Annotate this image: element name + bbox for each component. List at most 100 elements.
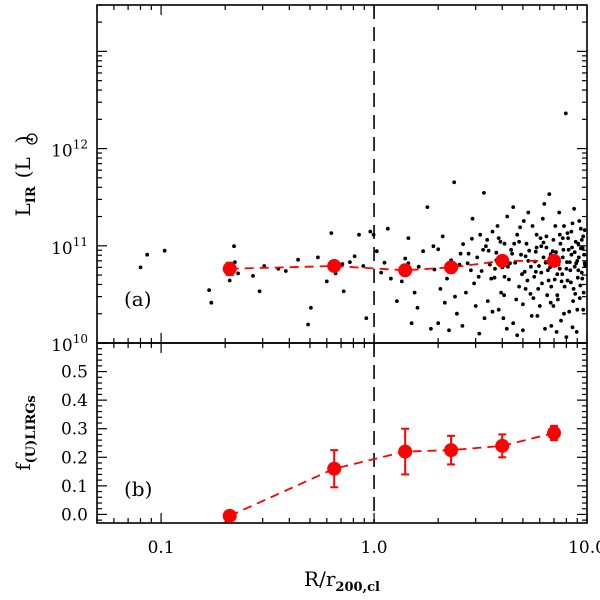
scatter-point [470,236,474,241]
scatter-point [556,297,560,302]
scatter-point [579,238,584,242]
scatter-point [296,257,300,262]
ylabel-b-main: f [11,462,35,471]
scatter-point [501,316,506,321]
panel-b-ylabel: f(U)LIRGs [11,395,39,471]
ylabel-unit-open: (L [11,157,35,178]
scatter-point [502,241,507,246]
scatter-point [481,247,485,252]
scatter-point [568,268,573,273]
scatter-point [540,216,545,221]
scatter-point [575,259,580,263]
scatter-point [549,284,554,289]
scatter-point [512,241,517,246]
scatter-point [482,316,487,321]
binned-point [398,263,413,278]
scatter-point [514,297,519,302]
scatter-point [490,309,495,314]
scatter-point [519,252,523,257]
scatter-point [569,252,574,257]
scatter-point [539,244,544,249]
scatter-point [436,321,441,326]
scatter-point [505,214,510,219]
scatter-point [511,205,516,210]
scatter-point [521,302,525,307]
scatter-point [472,281,476,286]
scatter-point [540,281,544,286]
scatter-point [564,266,569,271]
panel-b-ytick-labels: 0.0 0.1 0.2 0.3 0.4 0.5 [61,363,88,526]
binned-line [229,260,554,272]
scatter-point [283,269,288,273]
scatter-point [357,232,361,237]
scatter-point [440,234,445,239]
scatter-point [361,264,366,268]
fraction-group [222,424,562,523]
scatter-point [518,225,522,230]
scatter-point [567,260,572,264]
scatter-point [227,278,232,283]
scatter-point [495,224,500,228]
panel-b-label: (b) [124,477,152,501]
scatter-point [455,311,459,316]
scatter-point [527,248,532,253]
fraction-point [222,508,237,523]
scatter-point [469,268,473,273]
scatter-point [438,287,443,291]
panel-a-label: (a) [124,287,152,311]
panel-a-ytick-label: 1012 [51,138,88,162]
scatter-point [531,296,536,300]
scatter-point [493,266,497,271]
scatter-point [340,262,345,266]
scatter-point [574,330,579,334]
xlabel: R/r200,cl [304,567,380,595]
scatter-point [581,290,586,295]
scatter-point [541,255,546,260]
scatter-point [316,255,320,260]
scatter-point [550,249,555,254]
scatter-point [553,224,558,228]
scatter-layer [138,111,587,339]
scatter-point [577,219,582,223]
scatter-point [562,311,566,316]
scatter-point [583,263,587,268]
scatter-point [552,277,557,282]
panel-a-ylabel: LIR (L) [11,133,39,217]
scatter-point [525,278,530,283]
scatter-point [551,304,556,308]
scatter-point [557,266,562,271]
scatter-point [452,180,457,185]
scatter-point [537,264,541,268]
panel-b-ytick-label: 0.2 [61,448,88,468]
scatter-point [555,293,560,298]
xlabel-main: R/r [304,567,336,591]
xlabel-sub: 200,cl [335,580,380,595]
scatter-point [207,288,212,292]
scatter-point [533,249,538,254]
scatter-point [547,192,552,197]
scatter-point [569,280,573,285]
scatter-point [581,234,586,239]
panel-b-ytick-label: 0.0 [61,505,88,525]
scatter-point [504,326,509,331]
ylabel-main: L [11,203,35,216]
xtick-label: 10.0 [568,538,600,558]
scatter-point [576,241,581,246]
binned-point [495,253,510,268]
scatter-point [494,250,499,255]
scatter-point [464,290,468,295]
scatter-point [341,289,346,294]
scatter-point [522,269,527,274]
scatter-point [565,231,570,236]
scatter-point [477,331,482,336]
scatter-point [389,276,393,281]
scatter-point [421,249,425,254]
scatter-point [371,232,376,237]
scatter-point [570,325,575,330]
scatter-point [577,296,582,300]
scatter-point [368,229,373,234]
fraction-line [229,432,555,517]
scatter-point [545,293,550,298]
fraction-point [327,461,342,476]
scatter-point [575,275,580,280]
